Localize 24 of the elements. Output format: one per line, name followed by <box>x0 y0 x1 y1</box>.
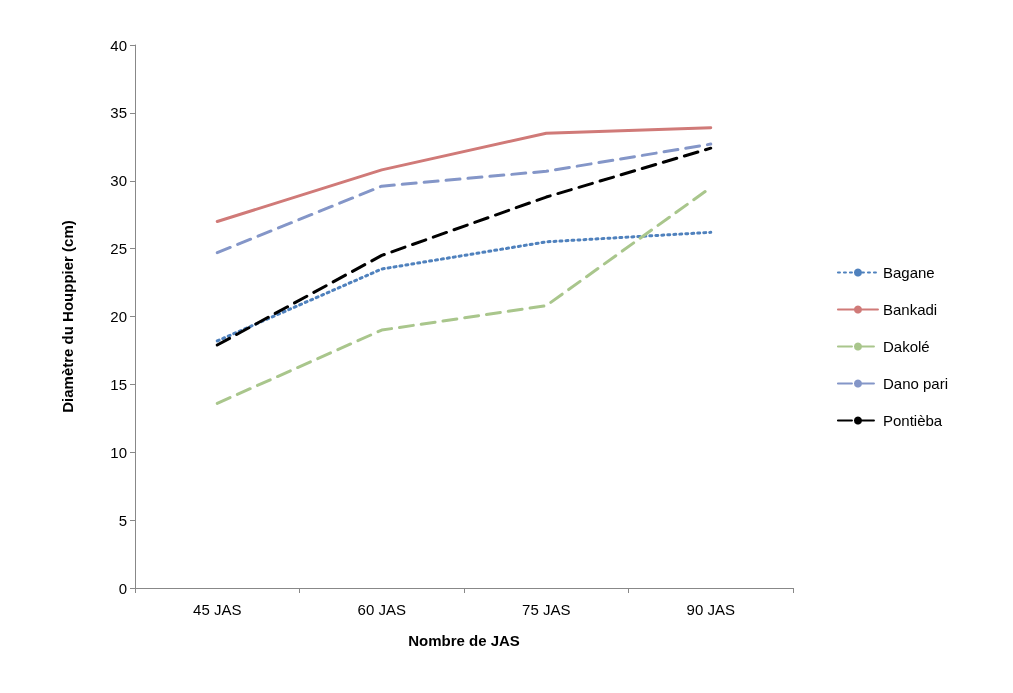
y-tick-label: 30 <box>110 172 127 190</box>
legend-label: Bankadi <box>882 301 938 318</box>
x-tick-label: 60 JAS <box>357 601 406 618</box>
legend-label: Bagane <box>882 264 935 281</box>
line-series <box>215 126 713 223</box>
line-series <box>215 142 713 255</box>
y-tick-label: 20 <box>110 308 127 325</box>
line-series <box>215 146 713 347</box>
x-axis-title: Nombre de JAS <box>408 632 520 649</box>
line-series <box>215 230 713 343</box>
x-tick-label: 90 JAS <box>686 601 735 618</box>
legend-label: Dakolé <box>882 338 930 355</box>
x-tick-label: 45 JAS <box>193 601 242 618</box>
y-axis-title: Diamètre du Houppier (cm) <box>59 220 76 413</box>
y-tick-label: 10 <box>110 443 127 461</box>
y-tick-label: 40 <box>110 36 127 54</box>
y-tick-label: 5 <box>118 511 127 529</box>
y-tick-label: 0 <box>118 579 127 597</box>
y-tick-label: 35 <box>110 104 127 122</box>
legend-label: Pontièba <box>882 412 943 429</box>
legend-label: Dano pari <box>882 375 949 392</box>
y-tick-label: 25 <box>110 240 127 258</box>
x-tick-label: 75 JAS <box>522 601 571 618</box>
y-tick-label: 15 <box>110 375 127 393</box>
